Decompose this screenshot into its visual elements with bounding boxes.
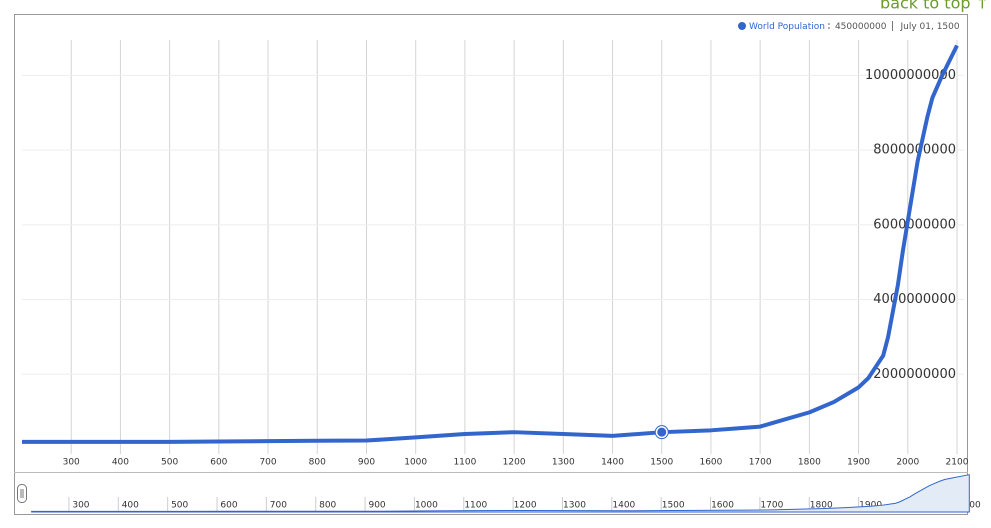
nav-tick-label: 1100 (464, 501, 487, 511)
nav-tick-label: 1000 (415, 501, 438, 511)
nav-handle-left[interactable] (17, 484, 27, 503)
nav-tick-label: 1600 (711, 501, 734, 511)
nav-tick-label: 400 (122, 501, 139, 511)
x-tick-label: 900 (358, 458, 375, 468)
nav-tick-label: 800 (319, 501, 336, 511)
x-tick-label: 1400 (601, 458, 624, 468)
chart-frame (14, 14, 968, 515)
nav-tick-label: 300 (72, 501, 89, 511)
x-tick-label: 600 (210, 458, 227, 468)
y-tick-label: 2000000000 (873, 367, 956, 382)
x-tick-label: 1600 (699, 458, 722, 468)
nav-tick-label: 700 (270, 501, 287, 511)
nav-tick-label: 900 (368, 501, 385, 511)
nav-tick-label: 1300 (563, 501, 586, 511)
x-tick-label: 1300 (552, 458, 575, 468)
nav-tick-label: 600 (220, 501, 237, 511)
nav-tick-label: 1400 (612, 501, 635, 511)
x-tick-label: 700 (259, 458, 276, 468)
nav-area (31, 474, 970, 513)
highlight-ring (654, 425, 669, 440)
x-tick-label: 1200 (503, 458, 526, 468)
x-tick-label: 1800 (798, 458, 821, 468)
legend-date: July 01, 1500 (899, 22, 959, 32)
x-tick-label: 400 (112, 458, 129, 468)
plot: 300 400 500 600 700 800 900 1000 1100 1200 1300 140… (22, 40, 969, 468)
x-tick-label: 800 (309, 458, 326, 468)
nav-tick-label: 1900 (859, 501, 882, 511)
back-to-top-link[interactable]: back to top ↑ (880, 0, 989, 13)
y-tick-label: 8000000000 (873, 143, 956, 158)
y-tick-label: 6000000000 (873, 217, 956, 232)
x-tick-label: 2000 (896, 458, 919, 468)
x-tick-label: 1500 (650, 458, 673, 468)
legend-series-name: World Population (749, 22, 825, 32)
legend-dot (738, 22, 746, 30)
legend: World Population 450000000 July 01, 1500 (738, 21, 960, 32)
legend-text: World Population 450000000 July 01, 1500 (749, 22, 960, 32)
y-tick-label: 4000000000 (873, 292, 956, 307)
back-to-top[interactable]: back to top ↑ (880, 0, 989, 13)
nav-tick-label: 1200 (514, 501, 537, 511)
x-tick-label: 1700 (749, 458, 772, 468)
legend-value: 450000000 (835, 22, 887, 32)
nav-tick-label: 1500 (662, 501, 685, 511)
x-tick-label: 2100 (946, 458, 969, 468)
series-line (22, 44, 959, 444)
nav-tick-label: 1800 (810, 501, 833, 511)
highlight-point (655, 425, 669, 439)
x-tick-label: 1100 (453, 458, 476, 468)
x-tick-label: 300 (63, 458, 80, 468)
legend-colon (828, 23, 830, 25)
y-tick-label: 10000000000 (865, 68, 956, 83)
x-tick-label: 1900 (847, 458, 870, 468)
nav-tick-label: 1700 (760, 501, 783, 511)
x-tick-label: 1000 (404, 458, 427, 468)
x-tick-label: 500 (161, 458, 178, 468)
nav-tick-label: 500 (171, 501, 188, 511)
legend-colon (828, 27, 830, 29)
